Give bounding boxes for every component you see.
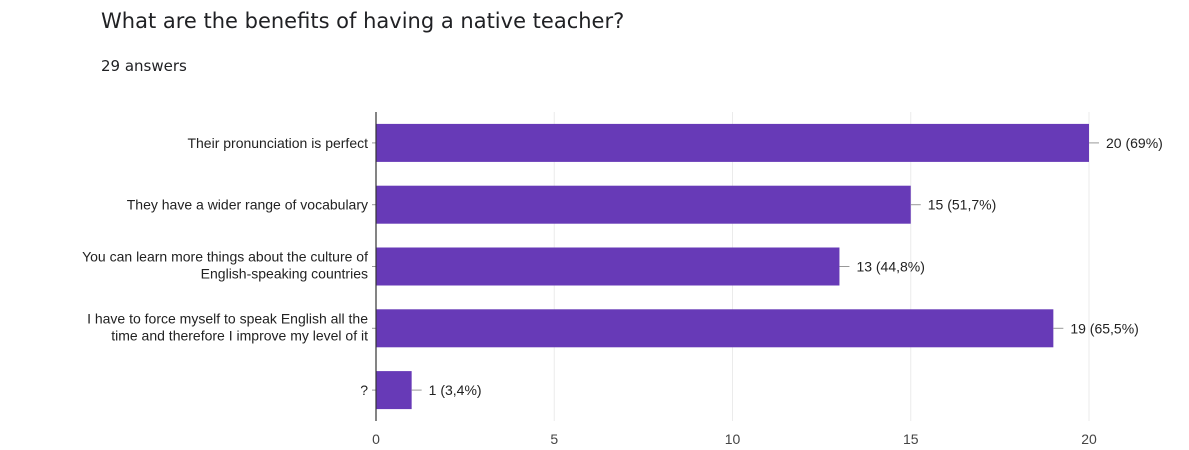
x-tick-label: 10 xyxy=(725,431,741,447)
category-label: Their pronunciation is perfect xyxy=(187,135,368,151)
category-label: They have a wider range of vocabulary xyxy=(127,197,368,213)
bar xyxy=(376,247,840,286)
data-label: 19 (65,5%) xyxy=(1070,320,1138,336)
category-label: English-speaking countries xyxy=(201,266,368,282)
category-label: time and therefore I improve my level of… xyxy=(111,327,368,343)
data-label: 20 (69%) xyxy=(1106,135,1163,151)
x-tick-label: 5 xyxy=(550,431,558,447)
category-label: You can learn more things about the cult… xyxy=(82,249,368,265)
question-title: What are the benefits of having a native… xyxy=(101,9,625,33)
x-tick-label: 15 xyxy=(903,431,919,447)
answer-count: 29 answers xyxy=(101,57,187,75)
bar xyxy=(376,123,1089,162)
category-label: I have to force myself to speak English … xyxy=(87,310,368,326)
bar xyxy=(376,185,911,224)
x-tick-label: 0 xyxy=(372,431,380,447)
bar xyxy=(376,371,412,410)
category-label: ? xyxy=(360,382,368,398)
bar xyxy=(376,309,1054,348)
data-label: 1 (3,4%) xyxy=(429,382,482,398)
data-label: 13 (44,8%) xyxy=(856,259,924,275)
data-label: 15 (51,7%) xyxy=(928,197,996,213)
x-tick-label: 20 xyxy=(1081,431,1097,447)
